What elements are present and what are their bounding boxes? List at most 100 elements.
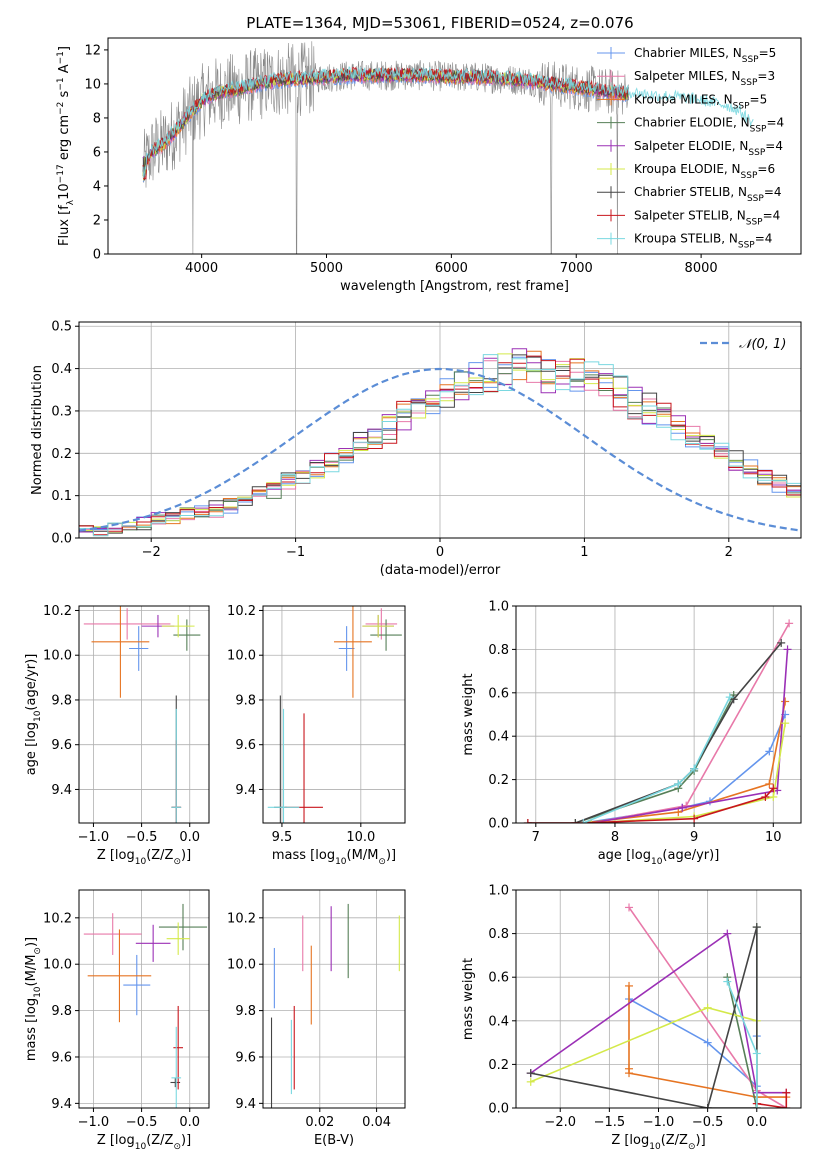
mass-weight-marker (625, 1069, 634, 1078)
y-tick-label: 10.2 (43, 911, 72, 926)
y-tick-label: 0.4 (51, 362, 72, 377)
chart-residuals: −2 −1 0 1 2 0.0 0.1 0.2 0.3 0.4 0.5 (data-model)/er… (30, 320, 802, 578)
plot-area-ebv (270, 903, 400, 1108)
plot-area-massweight_vs_Z (526, 903, 791, 1108)
mass-weight-marker (571, 819, 580, 823)
x-tick-label: 6000 (435, 261, 468, 276)
chart-age_vs_Z: −1.0 −0.5 0.0 9.4 9.6 9.8 10.0 10.2 Z [log10(Z/Z… (24, 604, 210, 867)
mass-weight-marker (723, 929, 732, 938)
y-tick-label: 0.4 (488, 1014, 509, 1029)
model-spectrum-5 (142, 67, 629, 181)
x-tick-label: −1.0 (78, 1115, 110, 1130)
mass-weight-marker (674, 779, 683, 788)
x-tick-label: 0.0 (179, 1115, 200, 1130)
plot-area-mass_vs_Z (83, 903, 208, 1108)
y-tick-label: 12 (84, 43, 101, 58)
mass-weight-line (582, 696, 731, 823)
x-tick-label: −2.0 (544, 1115, 576, 1130)
mass-weight-line (756, 1092, 788, 1108)
y-tick-label: 0.2 (488, 773, 509, 788)
y-tick-label: 0.2 (51, 447, 72, 462)
mass-weight-line (591, 649, 789, 823)
legend-label: Kroupa STELIB, NSSP=4 (634, 232, 772, 251)
y-tick-label: 9.6 (51, 1050, 72, 1065)
y-tick-label: 9.8 (51, 693, 72, 708)
x-tick-label: 10 (765, 830, 782, 845)
mass-weight-line (530, 926, 758, 1108)
y-tick-label: 0.0 (488, 1102, 509, 1117)
x-tick-label: 7000 (560, 261, 593, 276)
mass-weight-marker (752, 923, 761, 932)
y-tick-label: 10.0 (227, 649, 256, 664)
errorbar-point (338, 626, 355, 671)
mass-weight-marker (769, 792, 778, 801)
x-tick-label: −0.5 (692, 1115, 724, 1130)
x-axis-label: E(B-V) (314, 1133, 354, 1148)
y-tick-label: 0 (93, 248, 101, 263)
y-axis-label: mass [log10(M/M⊙)] (24, 937, 43, 1061)
errorbar-point (173, 1005, 183, 1090)
x-axis-label: (data-model)/error (380, 563, 501, 578)
x-tick-label: −1.0 (643, 1115, 675, 1130)
chart-ebv: 0.02 0.04 9.4 9.6 9.8 10.0 10.2 E(B-V) (227, 889, 406, 1148)
errorbar-point (161, 614, 195, 638)
y-tick-label: 0.3 (51, 404, 72, 419)
x-tick-label: 9 (690, 830, 698, 845)
mass-weight-marker (777, 638, 786, 647)
y-tick-label: 10 (84, 77, 101, 92)
legend-label: Chabrier STELIB, NSSP=4 (634, 185, 782, 204)
x-tick-label: −1.5 (594, 1115, 626, 1130)
y-tick-label: 0.2 (488, 1058, 509, 1073)
axes-frame (262, 605, 406, 824)
legend-label: Salpeter MILES, NSSP=3 (634, 69, 775, 88)
errorbar-point (171, 708, 182, 823)
x-tick-label: −1.0 (78, 830, 110, 845)
mass-weight-marker (782, 1088, 791, 1097)
y-tick-label: 9.4 (51, 783, 72, 798)
mass-weight-marker (783, 645, 792, 654)
mass-weight-marker (703, 1003, 712, 1012)
x-tick-label: −2 (142, 545, 161, 560)
y-tick-label: 9.6 (51, 738, 72, 753)
x-tick-label: 9.5 (272, 830, 293, 845)
x-axis-label: mass [log10(M/M⊙)] (272, 848, 396, 867)
y-tick-label: 0.6 (488, 971, 509, 986)
x-axis-label: age [log10(age/yr)] (598, 848, 720, 867)
errorbar-point (87, 929, 152, 1023)
axes-frame (78, 605, 210, 824)
x-tick-label: 8 (611, 830, 619, 845)
y-tick-label: 2 (93, 213, 101, 228)
mass-weight-marker (752, 1049, 761, 1058)
chart-massweight_vs_Z: −2.0 −1.5 −1.0 −0.5 0.0 0.0 0.2 0.4 0.6 0.8 1.0 Z [… (461, 884, 802, 1152)
x-tick-label: 7 (532, 830, 540, 845)
errorbar-point (135, 924, 171, 962)
x-tick-label: 0.0 (746, 1115, 767, 1130)
mass-weight-marker (761, 792, 770, 801)
axes-frame (78, 889, 210, 1109)
plot-area-massweight_vs_age (523, 619, 794, 823)
observed-spectrum (142, 41, 629, 254)
normal-curve (79, 367, 801, 532)
legend-label: 𝒩(0, 1) (739, 337, 786, 352)
axes-frame (262, 889, 406, 1109)
model-spectrum-8 (142, 66, 754, 179)
x-axis-label: Z [log10(Z/Z⊙)] (97, 1133, 191, 1152)
mass-weight-marker (526, 1069, 535, 1078)
y-axis-label: age [log10(age/yr)] (24, 654, 43, 776)
mass-weight-line (530, 1006, 758, 1108)
mass-weight-marker (690, 814, 699, 823)
y-tick-label: 9.8 (235, 1004, 256, 1019)
x-axis-label: wavelength [Angstrom, rest frame] (340, 279, 569, 294)
y-tick-label: 9.8 (235, 693, 256, 708)
legend-label: Salpeter STELIB, NSSP=4 (634, 208, 780, 227)
legend-label: Kroupa MILES, NSSP=5 (634, 92, 767, 111)
y-tick-label: 0.1 (51, 489, 72, 504)
errorbar-point (83, 913, 142, 955)
y-tick-label: 0.4 (488, 730, 509, 745)
y-tick-label: 9.6 (235, 738, 256, 753)
chart-spectrum: 4000 5000 6000 7000 8000 0 2 4 6 8 10 12 wavelength … (56, 37, 802, 294)
chart-age_vs_mass: 9.5 10.0 9.4 9.6 9.8 10.0 10.2 mass [log10(M/M⊙… (227, 604, 406, 867)
mass-weight-marker (674, 808, 683, 817)
errorbar-point (171, 1026, 182, 1108)
mass-weight-marker (703, 1104, 712, 1108)
